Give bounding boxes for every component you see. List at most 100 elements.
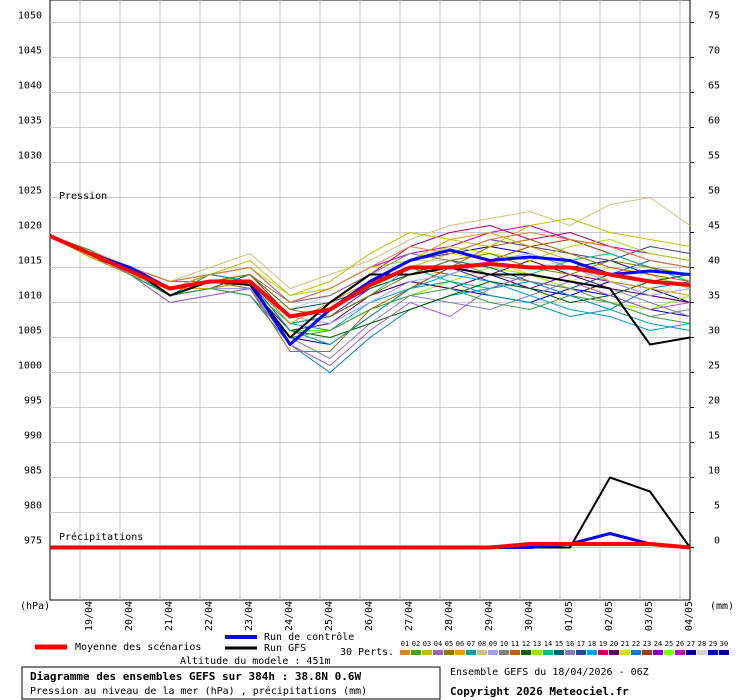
legend-label: 18 (588, 640, 596, 648)
x-tick-label: 02/05 (604, 601, 615, 631)
x-tick-label: 24/04 (284, 601, 295, 631)
chart-subtitle: Pression au niveau de la mer (hPa) , pré… (30, 685, 367, 697)
precip-label: Précipitations (59, 531, 143, 543)
legend-swatch (400, 650, 410, 655)
series-lines (49, 197, 691, 550)
pressure-line (49, 235, 691, 346)
y2-tick-label: 45 (708, 221, 720, 232)
legend-swatch (565, 650, 575, 655)
legend-swatch (466, 650, 476, 655)
y-axis-label: (hPa) (20, 601, 50, 612)
legend-swatch (686, 650, 696, 655)
x-tick-label: 23/04 (244, 601, 255, 631)
legend-label: 26 (676, 640, 684, 648)
x-tick-label: 28/04 (444, 601, 455, 631)
legend-swatch (422, 650, 432, 655)
y2-tick-label: 50 (708, 186, 720, 197)
y2-tick-label: 10 (708, 466, 720, 477)
altitude-label: Altitude du modele : 451m (180, 656, 331, 667)
x-tick-label: 19/04 (84, 601, 95, 631)
y-tick-label: 1010 (18, 291, 42, 302)
y2-tick-label: 70 (708, 46, 720, 57)
legend-swatch (697, 650, 707, 655)
y-tick-label: 985 (24, 466, 42, 477)
legend-swatch (587, 650, 597, 655)
legend-label: 12 (522, 640, 530, 648)
legend-swatch (609, 650, 619, 655)
legend-label: 25 (665, 640, 673, 648)
x-tick-label: 27/04 (404, 601, 415, 631)
y-tick-label: 1005 (18, 326, 42, 337)
x-tick-label: 25/04 (324, 601, 335, 631)
legend-swatch (444, 650, 454, 655)
legend-label: Moyenne des scénarios (75, 641, 201, 653)
y-tick-label: 995 (24, 396, 42, 407)
legend-label: 20 (610, 640, 618, 648)
legend-swatch (642, 650, 652, 655)
legend-label: 06 (456, 640, 464, 648)
x-tick-label: 20/04 (124, 601, 135, 631)
x-tick-label: 03/05 (644, 601, 655, 631)
legend-label: Run de contrôle (264, 631, 354, 643)
run-label: Ensemble GEFS du 18/04/2026 - 06Z (450, 667, 649, 678)
legend-swatch (598, 650, 608, 655)
legend-swatch (532, 650, 542, 655)
y2-tick-label: 40 (708, 256, 720, 267)
legend-label: 27 (687, 640, 695, 648)
y-tick-label: 1030 (18, 151, 42, 162)
legend-label: 21 (621, 640, 629, 648)
x-tick-label: 21/04 (164, 601, 175, 631)
legend-label: 09 (489, 640, 497, 648)
legend-swatch (499, 650, 509, 655)
y-tick-label: 1045 (18, 46, 42, 57)
precip-line (50, 542, 691, 550)
legend-label: 05 (445, 640, 453, 648)
legend-label: Run GFS (264, 643, 306, 654)
legend-label: 11 (511, 640, 519, 648)
x-tick-label: 04/05 (684, 601, 695, 631)
legend-swatch (543, 650, 553, 655)
x-tick-label: 26/04 (364, 601, 375, 631)
copyright: Copyright 2026 Meteociel.fr (450, 685, 629, 698)
y-tick-label: 1020 (18, 221, 42, 232)
legend-label: 14 (544, 640, 552, 648)
legend-swatch (455, 650, 465, 655)
legend-swatch (521, 650, 531, 655)
legend-label: 30 (720, 640, 728, 648)
legend-swatch (653, 650, 663, 655)
x-tick-label: 30/04 (524, 601, 535, 631)
y2-tick-label: 25 (708, 361, 720, 372)
legend-label: 16 (566, 640, 574, 648)
y-tick-label: 1050 (18, 11, 42, 22)
legend-label: 10 (500, 640, 508, 648)
legend-swatch (664, 650, 674, 655)
legend-label: 13 (533, 640, 541, 648)
legend-swatch (554, 650, 564, 655)
pressure-line (49, 235, 691, 338)
legend-label: 29 (709, 640, 717, 648)
legend-label: 28 (698, 640, 706, 648)
y-tick-label: 990 (24, 431, 42, 442)
y2-tick-label: 5 (714, 501, 720, 512)
legend-swatch (708, 650, 718, 655)
legend-swatch (433, 650, 443, 655)
legend-swatch (631, 650, 641, 655)
legend-label: 02 (412, 640, 420, 648)
y-tick-label: 1015 (18, 256, 42, 267)
pressure-line (49, 232, 691, 303)
y-tick-label: 980 (24, 501, 42, 512)
y2-tick-label: 60 (708, 116, 720, 127)
legend-swatch (620, 650, 630, 655)
y-tick-label: 1040 (18, 81, 42, 92)
x-tick-label: 29/04 (484, 601, 495, 631)
legend-label: 17 (577, 640, 585, 648)
pressure-line (49, 235, 691, 366)
y2-tick-label: 75 (708, 11, 720, 22)
y2-tick-label: 65 (708, 81, 720, 92)
y2-tick-label: 15 (708, 431, 720, 442)
y2-tick-label: 20 (708, 396, 720, 407)
y2-tick-label: 30 (708, 326, 720, 337)
perturbations-label: 30 Perts. (340, 647, 394, 658)
